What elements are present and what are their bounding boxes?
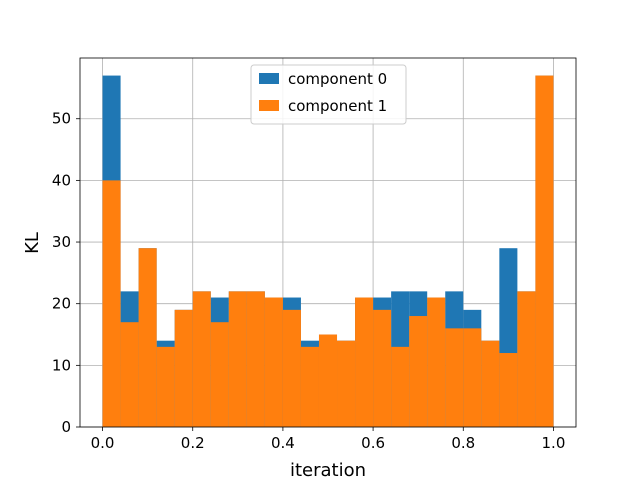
x-tick-label: 0.0 [91, 434, 115, 452]
x-tick-label: 0.8 [451, 434, 475, 452]
plot-frame [79, 57, 577, 428]
bar-component-1 [391, 346, 410, 427]
legend-box [250, 64, 407, 125]
bar-component-1 [445, 328, 464, 427]
legend-label-component-0: component 0 [288, 70, 387, 88]
bar-component-1 [246, 291, 265, 427]
y-tick-label: 10 [52, 356, 71, 374]
bar-component-1 [192, 291, 211, 427]
y-tick-label: 0 [61, 418, 71, 436]
bar-component-1 [264, 297, 283, 427]
x-tick-label: 1.0 [542, 434, 566, 452]
bar-component-1 [174, 309, 193, 427]
bar-component-1 [463, 328, 482, 427]
y-axis-label: KL [22, 232, 43, 254]
y-tick-label: 20 [52, 295, 71, 313]
bar-component-1 [499, 353, 518, 427]
legend-label-component-1: component 1 [288, 97, 387, 115]
bar-component-1 [210, 322, 229, 427]
bar-component-1 [282, 309, 301, 427]
x-axis-label: iteration [290, 460, 366, 480]
bar-component-1 [409, 316, 428, 427]
legend-swatch-component-1 [259, 100, 279, 111]
y-tick-label: 50 [52, 110, 71, 128]
bar-component-1 [120, 322, 139, 427]
legend-swatch-component-0 [259, 73, 279, 84]
bar-component-1 [373, 309, 392, 427]
x-tick-label: 0.4 [271, 434, 295, 452]
x-axis-ticks: 0.0 0.2 0.4 0.6 0.8 1.0 [91, 427, 566, 452]
bar-component-1 [535, 75, 554, 428]
bar-component-1 [138, 248, 157, 427]
bar-component-1 [427, 297, 446, 427]
x-tick-label: 0.2 [181, 434, 205, 452]
series-component-1-bars [102, 75, 554, 428]
bar-component-1 [156, 346, 175, 427]
bar-component-1 [481, 340, 500, 427]
bar-component-1 [228, 291, 247, 427]
bar-component-1 [355, 297, 374, 427]
bar-component-1 [300, 346, 319, 427]
bar-component-1 [318, 334, 338, 427]
bar-component-1 [337, 340, 356, 427]
bar-component-1 [102, 180, 121, 427]
y-tick-label: 30 [52, 233, 71, 251]
legend: component 0 component 1 [250, 64, 407, 125]
x-tick-label: 0.6 [361, 434, 385, 452]
y-tick-label: 40 [52, 171, 71, 189]
bar-component-1 [517, 291, 536, 427]
y-axis-ticks: 0 10 20 30 40 50 [52, 110, 80, 436]
